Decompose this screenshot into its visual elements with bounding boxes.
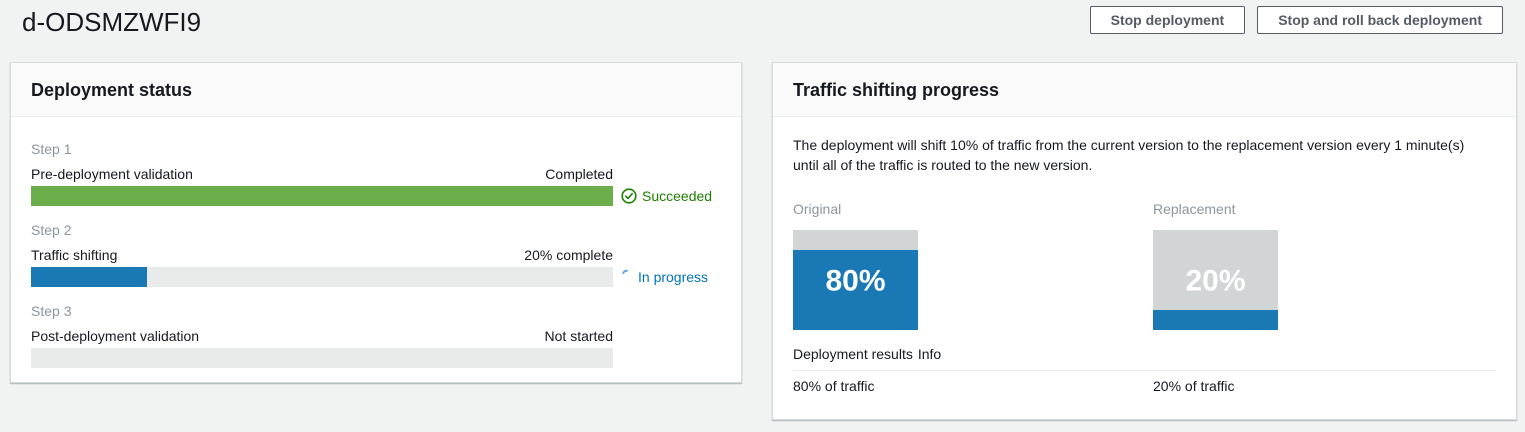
panels-row: Deployment status Step 1 Pre-deployment … <box>10 62 1517 420</box>
step-2-name: Traffic shifting <box>31 247 118 263</box>
in-progress-spinner-icon <box>622 269 628 274</box>
original-traffic-segment <box>793 250 918 330</box>
deployment-status-body: Step 1 Pre-deployment validation Complet… <box>11 141 741 368</box>
step-1: Step 1 Pre-deployment validation Complet… <box>31 141 721 206</box>
deployment-results-row: Deployment results Info <box>793 346 1496 363</box>
traffic-shifting-panel: Traffic shifting progress The deployment… <box>772 62 1517 420</box>
deployment-status-title: Deployment status <box>31 80 193 100</box>
replacement-traffic-amount: 20% of traffic <box>1153 378 1235 394</box>
step-2-status: In progress <box>621 269 721 285</box>
step-3-progress-bar <box>31 348 613 368</box>
results-divider <box>793 370 1496 371</box>
step-1-progress-bar <box>31 186 613 206</box>
traffic-boxes-grid: Original Replacement 80% 20% <box>793 175 1496 330</box>
traffic-shifting-header: Traffic shifting progress <box>773 63 1516 117</box>
succeeded-check-icon <box>621 188 637 204</box>
original-percent-label: 80% <box>825 264 886 298</box>
traffic-shifting-title: Traffic shifting progress <box>793 80 1000 100</box>
traffic-shifting-description: The deployment will shift 10% of traffic… <box>793 137 1465 173</box>
step-1-label: Step 1 <box>31 141 72 157</box>
step-1-progress-text: Completed <box>545 166 613 182</box>
traffic-labels-grid: 80% of traffic 20% of traffic <box>793 378 1496 395</box>
deployment-status-header: Deployment status <box>11 63 741 117</box>
stop-and-rollback-button[interactable]: Stop and roll back deployment <box>1257 6 1503 34</box>
replacement-label: Replacement <box>1153 201 1236 217</box>
step-2-label: Step 2 <box>31 222 72 238</box>
info-link[interactable]: Info <box>917 346 942 362</box>
page-header: d-ODSMZWFI9 Stop deployment Stop and rol… <box>0 0 1525 39</box>
step-1-name: Pre-deployment validation <box>31 166 193 182</box>
step-3-progress-text: Not started <box>544 328 613 344</box>
step-2-progress-text: 20% complete <box>524 247 613 263</box>
traffic-shifting-body: The deployment will shift 10% of traffic… <box>773 135 1516 395</box>
original-traffic-box: 80% <box>793 230 918 330</box>
header-actions: Stop deployment Stop and roll back deplo… <box>1089 5 1503 34</box>
step-2-progress-fill <box>31 267 148 287</box>
original-remaining-segment <box>793 230 918 250</box>
step-2-status-label: In progress <box>638 269 709 285</box>
step-3: Step 3 Post-deployment validation Not st… <box>31 303 721 368</box>
original-traffic-amount: 80% of traffic <box>793 378 875 394</box>
deployment-results-label: Deployment results <box>793 346 913 362</box>
step-1-progress-fill <box>31 186 613 206</box>
deployment-status-panel: Deployment status Step 1 Pre-deployment … <box>10 62 742 383</box>
replacement-remaining-segment <box>1153 230 1278 310</box>
original-label: Original <box>793 201 842 217</box>
step-3-name: Post-deployment validation <box>31 328 200 344</box>
step-1-status: Succeeded <box>621 188 721 204</box>
stop-deployment-button[interactable]: Stop deployment <box>1089 6 1246 34</box>
replacement-traffic-segment <box>1153 310 1278 330</box>
page-title: d-ODSMZWFI9 <box>22 7 202 37</box>
step-2-progress-bar <box>31 267 613 287</box>
replacement-percent-label: 20% <box>1185 264 1246 298</box>
step-3-label: Step 3 <box>31 303 72 319</box>
step-2: Step 2 Traffic shifting 20% complete In … <box>31 222 721 287</box>
replacement-traffic-box: 20% <box>1153 230 1278 330</box>
step-1-status-label: Succeeded <box>642 188 713 204</box>
